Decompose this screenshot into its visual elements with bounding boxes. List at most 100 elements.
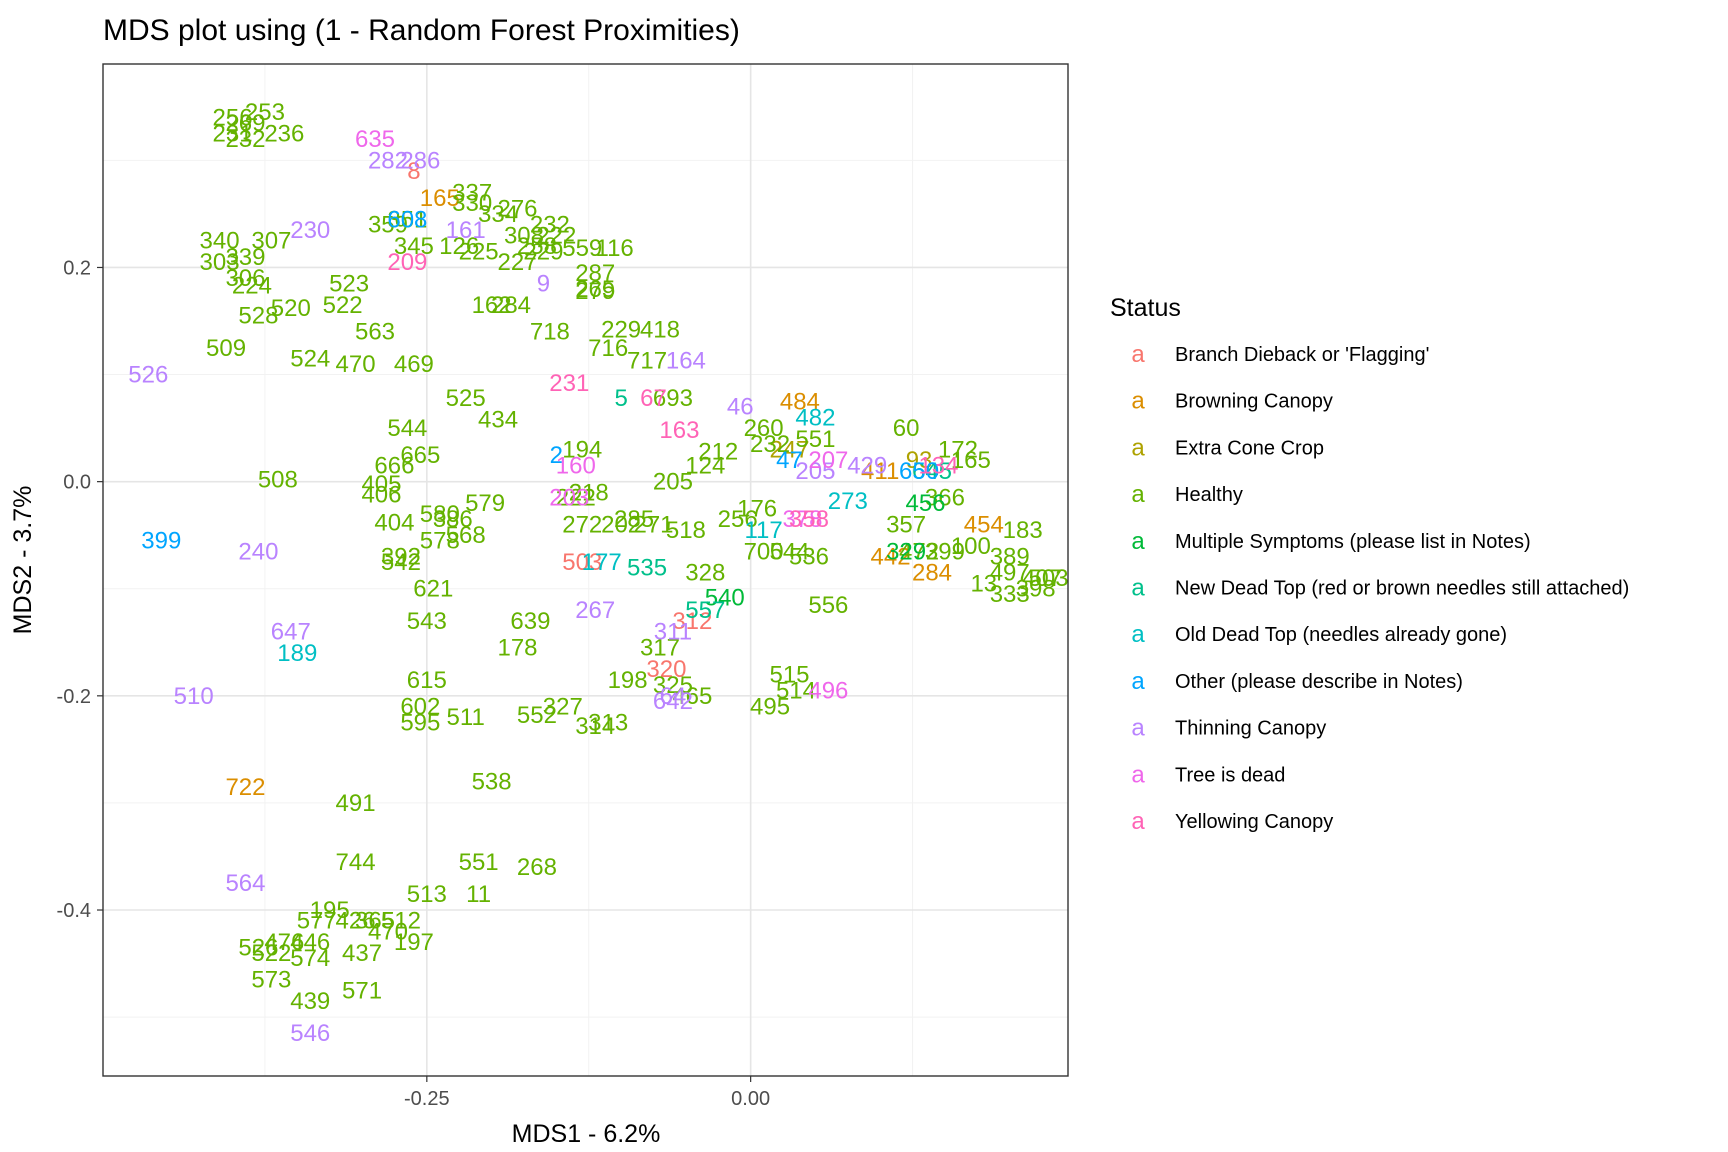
point-label: 495 [750, 694, 790, 721]
point-label: 437 [342, 940, 382, 967]
point-label: 544 [769, 538, 809, 565]
point-label: 378 [782, 506, 822, 533]
point-label: 260 [744, 415, 784, 442]
legend-label: Multiple Symptoms (please list in Notes) [1175, 531, 1531, 553]
point-label: 247 [769, 437, 809, 464]
point-label: 64 [660, 683, 687, 710]
point-label: 256 [213, 105, 253, 132]
y-tick-label: 0.0 [63, 472, 91, 494]
point-label: 503 [1029, 565, 1069, 592]
point-label: 279 [575, 278, 615, 305]
point-label: 716 [588, 335, 628, 362]
point-label: 573 [251, 967, 291, 994]
point-label: 621 [413, 576, 453, 603]
point-label: 556 [808, 592, 848, 619]
point-label: 509 [206, 335, 246, 362]
point-label: 439 [290, 988, 330, 1015]
point-label: 8 [407, 158, 420, 185]
point-label: 543 [407, 608, 447, 635]
point-label: 195 [310, 897, 350, 924]
point-label: 389 [990, 544, 1030, 571]
point-label: 357 [886, 511, 926, 538]
point-label: 540 [705, 584, 745, 611]
point-label: 470 [368, 918, 408, 945]
point-label: 386 [433, 506, 473, 533]
point-label: 503 [562, 549, 602, 576]
legend-key: a [1131, 621, 1145, 648]
point-label: 9 [537, 271, 550, 298]
point-label: 5 [614, 385, 627, 412]
point-label: 602 [400, 694, 440, 721]
point-label: 205 [795, 458, 835, 485]
point-label: 207 [808, 447, 848, 474]
legend-key: a [1131, 481, 1145, 508]
point-label: 272 [562, 511, 602, 538]
point-label: 446 [290, 929, 330, 956]
point-label: 256 [718, 506, 758, 533]
point-label: 524 [290, 345, 330, 372]
point-label: 334 [478, 201, 518, 228]
point-label: 615 [407, 667, 447, 694]
point-label: 47 [776, 447, 803, 474]
point-label: 67 [640, 385, 667, 412]
point-label: 645 [912, 458, 952, 485]
point-label: 470 [336, 351, 376, 378]
point-label: 276 [497, 196, 537, 223]
point-label: 231 [549, 370, 589, 397]
point-label: 165 [951, 447, 991, 474]
point-label: 333 [990, 581, 1030, 608]
legend-label: New Dead Top (red or brown needles still… [1175, 578, 1629, 600]
point-label: 253 [245, 99, 285, 126]
point-label: 564 [225, 870, 265, 897]
point-label: 345 [394, 233, 434, 260]
point-label: 134 [918, 453, 958, 480]
point-label: 60 [893, 415, 920, 442]
point-label: 258 [517, 233, 557, 260]
point-label: 273 [828, 488, 868, 515]
point-label: 202 [601, 511, 641, 538]
point-label: 303 [200, 249, 240, 276]
point-label: 209 [387, 249, 427, 276]
point-label: 544 [387, 415, 427, 442]
point-label: 579 [465, 490, 505, 517]
point-label: 551 [795, 426, 835, 453]
point-label: 454 [964, 511, 1004, 538]
point-label: 551 [459, 849, 499, 876]
point-label: 286 [400, 147, 440, 174]
point-label: 700 [744, 538, 784, 565]
point-label: 642 [653, 688, 693, 715]
point-label: 472 [899, 538, 939, 565]
point-label: 116 [596, 235, 634, 262]
point-label: 198 [608, 667, 648, 694]
legend-key: a [1131, 808, 1145, 835]
point-label: 325 [653, 672, 693, 699]
point-label: 426 [336, 908, 376, 935]
panel-border [102, 63, 1069, 1077]
point-label: 717 [627, 348, 667, 375]
point-label: 232 [530, 212, 570, 239]
point-label: 229 [523, 238, 563, 265]
legend-key: a [1131, 575, 1145, 602]
point-label: 282 [368, 147, 408, 174]
point-label: 240 [238, 538, 278, 565]
point-label: 236 [264, 121, 304, 148]
legend-key: a [1131, 715, 1145, 742]
point-label: 203 [549, 485, 589, 512]
point-label: 287 [575, 260, 615, 287]
point-label: 189 [277, 640, 317, 667]
point-label: 571 [342, 977, 382, 1004]
point-label: 484 [780, 388, 820, 415]
point-label: 512 [381, 908, 421, 935]
point-label: 411 [861, 458, 899, 485]
point-label: 574 [290, 945, 330, 972]
point-label: 227 [497, 249, 537, 276]
point-label: 232 [225, 126, 265, 153]
point-label: 693 [653, 385, 693, 412]
point-label: 224 [232, 273, 272, 300]
point-label: 542 [381, 549, 421, 576]
point-label: 511 [447, 704, 485, 731]
legend-label: Branch Dieback or 'Flagging' [1175, 344, 1429, 366]
point-label: 162 [472, 292, 512, 319]
point-label: 406 [361, 482, 401, 509]
